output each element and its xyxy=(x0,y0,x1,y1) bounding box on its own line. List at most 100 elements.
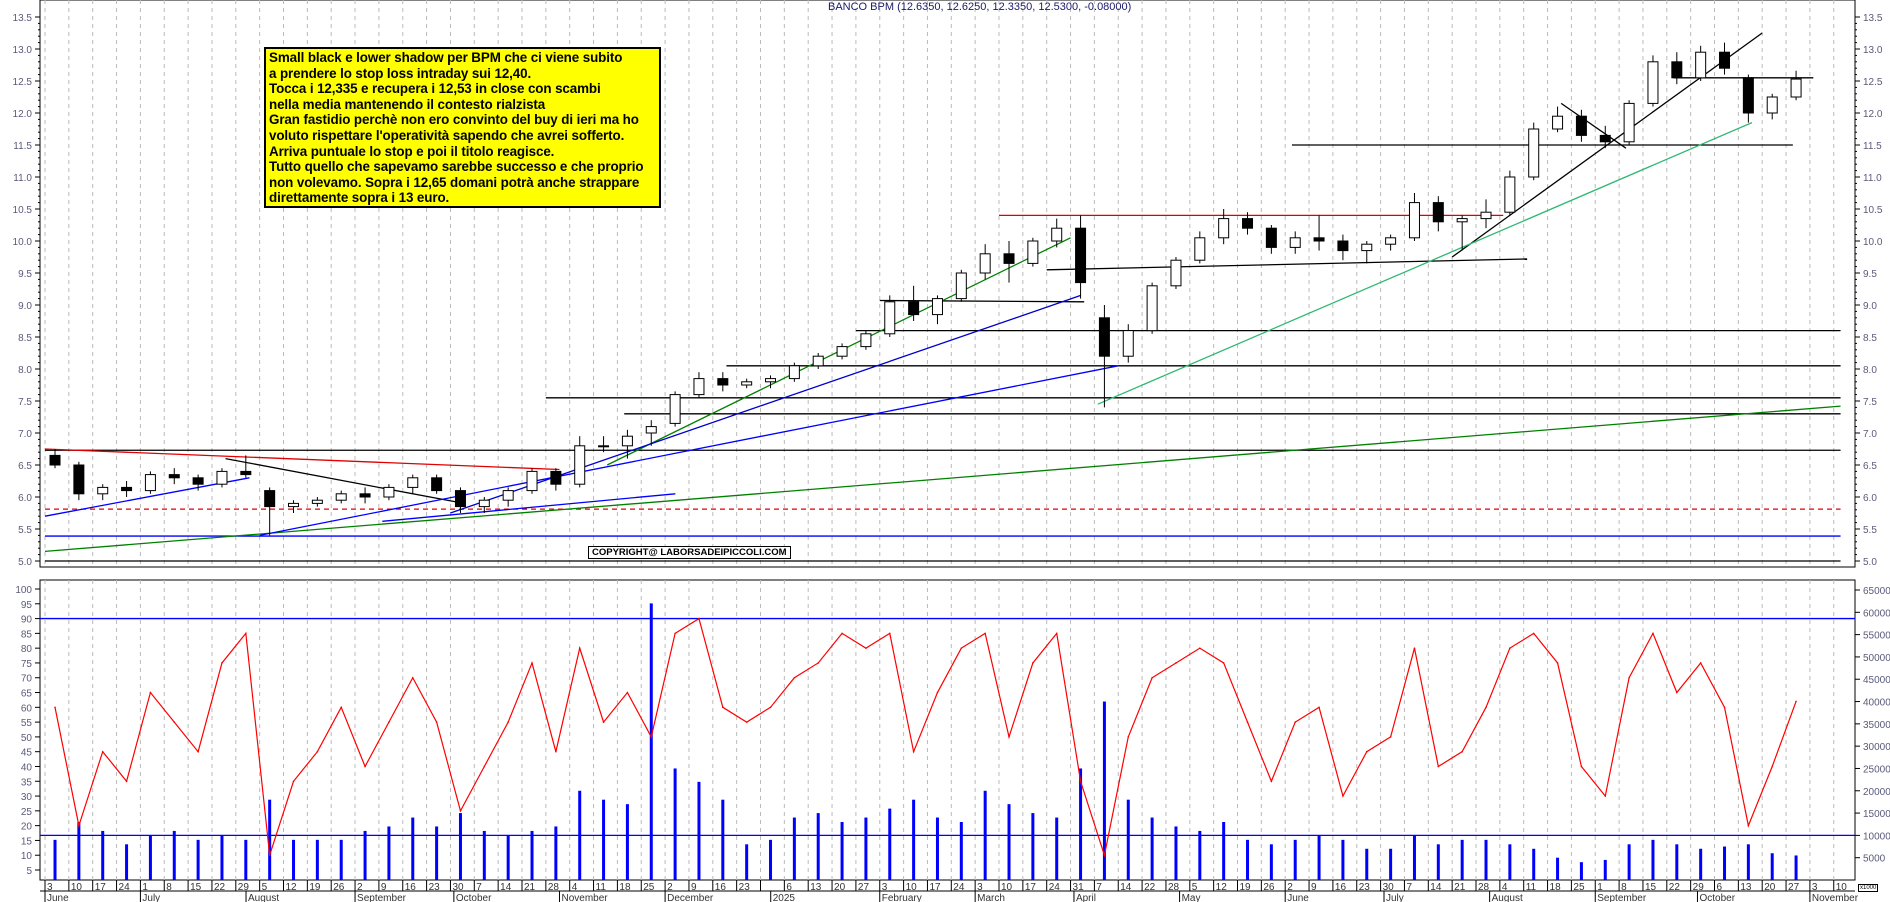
rsi-point xyxy=(960,647,963,649)
trendline xyxy=(1097,122,1753,405)
volume-bar xyxy=(1126,799,1130,880)
rsi-point xyxy=(1676,691,1678,694)
candle-body xyxy=(240,470,252,476)
candle-body xyxy=(621,435,633,447)
rsi-axis-label: 90 xyxy=(21,615,33,626)
volume-axis-label: 60000 xyxy=(1863,608,1890,619)
rsi-point xyxy=(1365,750,1368,753)
rsi-point xyxy=(459,810,462,812)
x-tick-label: 16 xyxy=(715,882,727,893)
x-tick-label: 20 xyxy=(834,882,846,893)
rsi-axis-label: 55 xyxy=(21,718,33,729)
x-tick-label: 2 xyxy=(1287,882,1293,893)
candle-body xyxy=(335,493,347,501)
price-axis-label-left: 5.5 xyxy=(18,525,32,536)
rsi-point xyxy=(1032,662,1034,664)
rsi-point xyxy=(984,632,986,635)
candle-body xyxy=(168,474,180,479)
x-tick-label: 3 xyxy=(1812,882,1818,893)
month-label: 2025 xyxy=(773,893,796,902)
rsi-axis-label: 5 xyxy=(26,866,32,877)
candle-body xyxy=(836,346,848,357)
rsi-point xyxy=(78,824,80,827)
x-tick-label: 28 xyxy=(1478,882,1490,893)
volume-bar xyxy=(172,830,176,880)
price-axis-label-right: 11.5 xyxy=(1863,141,1882,152)
rsi-axis-label: 95 xyxy=(21,600,33,611)
price-axis-label-right: 7.5 xyxy=(1863,397,1877,408)
rsi-point xyxy=(388,721,390,723)
x-tick-label: 4 xyxy=(572,882,578,893)
volume-bar xyxy=(1007,804,1011,880)
volume-bar xyxy=(339,839,343,880)
volume-bar xyxy=(649,603,653,880)
volume-bar xyxy=(244,839,248,880)
x-tick-label: 31 xyxy=(1073,882,1085,893)
x-tick-label: 12 xyxy=(1216,882,1228,893)
volume-bar xyxy=(912,799,916,880)
price-axis-label-right: 10.0 xyxy=(1863,237,1883,248)
volume-bar xyxy=(1269,844,1273,880)
volume-bar xyxy=(1198,830,1202,880)
x-tick-label: 11 xyxy=(1526,882,1537,893)
x-tick-label: 12 xyxy=(286,882,298,893)
candle-body xyxy=(311,499,323,504)
candle-body xyxy=(288,502,300,508)
x-tick-label: 7 xyxy=(1406,882,1412,893)
rsi-point xyxy=(1556,662,1559,664)
candle-body xyxy=(454,490,466,508)
volume-bar xyxy=(1174,826,1178,880)
x-tick-label: 1 xyxy=(142,882,148,893)
x-tick-label: 5 xyxy=(262,882,268,893)
rsi-point xyxy=(912,750,915,753)
month-label: July xyxy=(142,893,160,902)
rsi-point xyxy=(936,691,939,694)
volume-bar xyxy=(1293,839,1297,880)
trendlines xyxy=(44,32,1841,562)
rsi-line xyxy=(54,617,1797,858)
rsi-point xyxy=(865,647,867,649)
x-tick-label: 18 xyxy=(1550,882,1562,893)
trendline xyxy=(44,405,1841,553)
rsi-point xyxy=(674,632,676,635)
x-tick-label: 24 xyxy=(1049,882,1061,893)
volume-axis-label: 5000 xyxy=(1863,854,1886,865)
volume-bar xyxy=(148,835,152,880)
rsi-point xyxy=(197,750,199,753)
x-tick-label: 21 xyxy=(1454,882,1466,893)
candle-body xyxy=(264,490,276,508)
candle-body xyxy=(73,464,85,495)
rsi-axis-label: 75 xyxy=(21,659,33,670)
rsi-axis-label: 70 xyxy=(21,674,33,685)
candle-body xyxy=(1766,96,1778,114)
rsi-point xyxy=(841,632,843,635)
volume-bar xyxy=(1675,844,1679,880)
x-tick-label: 6 xyxy=(786,882,792,893)
x-tick-label: 25 xyxy=(643,882,655,893)
rsi-axis-label: 45 xyxy=(21,748,33,759)
rsi-point xyxy=(1771,765,1774,768)
x-tick-label: 11 xyxy=(596,882,607,893)
trendline xyxy=(44,477,250,517)
rsi-point xyxy=(1222,662,1225,664)
price-axis-label-left: 12.5 xyxy=(13,77,33,88)
candle-body xyxy=(1575,115,1587,136)
rsi-point xyxy=(364,765,366,768)
rsi-point xyxy=(1270,780,1273,783)
rsi-point xyxy=(602,721,605,723)
candle-body xyxy=(860,333,872,348)
rsi-point xyxy=(1389,736,1392,738)
volume-bar xyxy=(792,817,796,880)
rsi-point xyxy=(1485,706,1487,709)
volume-axis-label: 50000 xyxy=(1863,653,1890,664)
x-tick-label: 4 xyxy=(1502,882,1508,893)
month-label: November xyxy=(561,893,608,902)
trendline xyxy=(44,448,560,471)
candle-body xyxy=(1408,202,1420,239)
volume-bar xyxy=(506,835,510,880)
candle-body xyxy=(693,378,705,396)
candle-body xyxy=(1695,51,1707,79)
price-axis-label-right: 7.0 xyxy=(1863,429,1877,440)
month-label: September xyxy=(1597,893,1647,902)
volume-axis-label: 15000 xyxy=(1863,809,1890,820)
